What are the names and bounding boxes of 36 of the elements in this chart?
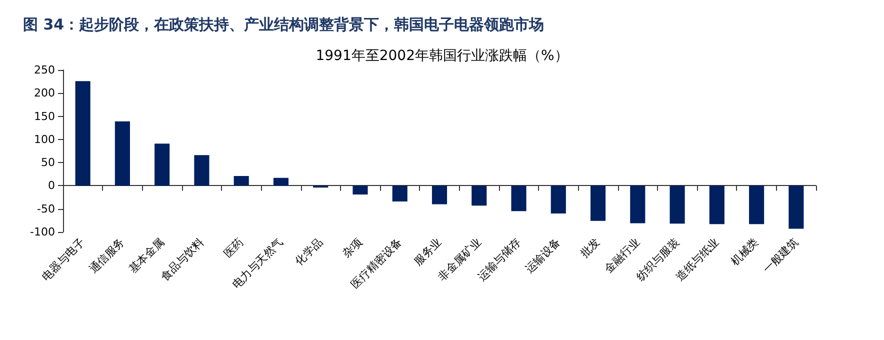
bar [234, 176, 249, 186]
bar [273, 178, 289, 186]
bar [788, 186, 804, 229]
y-tick-label: 50 [41, 156, 55, 170]
y-tick-label: 150 [34, 110, 55, 123]
bar [550, 186, 566, 214]
bar [392, 186, 408, 202]
bar [749, 186, 764, 224]
bar [630, 186, 646, 224]
y-tick-label: 0 [48, 179, 55, 192]
bar [472, 186, 487, 206]
x-tick-label: 机械类 [728, 235, 762, 268]
x-tick-label: 化学品 [292, 235, 326, 268]
x-tick-label: 杂项 [340, 235, 365, 260]
bar [352, 186, 368, 195]
x-tick-label: 服务业 [412, 235, 444, 268]
y-tick-label: 100 [34, 132, 55, 146]
bar [590, 186, 606, 221]
bar [709, 186, 724, 224]
bar [670, 186, 685, 224]
x-tick-label: 运输设备 [522, 235, 563, 276]
x-tick-label: 医药 [221, 235, 246, 260]
bar [194, 155, 210, 186]
y-tick-label: -50 [37, 202, 55, 216]
bar [511, 186, 526, 212]
chart-title: 图 34：起步阶段，在政策扶持、产业结构调整背景下，韩国电子电器领跑市场 [23, 16, 544, 34]
bar [432, 186, 448, 204]
x-tick-label: 通信服务 [86, 235, 128, 276]
chart-subtitle: 1991年至2002年韩国行业涨跌幅（%） [316, 48, 568, 64]
bar [75, 81, 90, 186]
y-tick-label: 250 [34, 64, 55, 76]
bar [154, 144, 170, 186]
x-tick-label: 一般建筑 [760, 235, 801, 276]
x-tick-label: 批发 [578, 235, 603, 260]
y-tick-label: 200 [34, 86, 55, 100]
bar [114, 121, 130, 186]
